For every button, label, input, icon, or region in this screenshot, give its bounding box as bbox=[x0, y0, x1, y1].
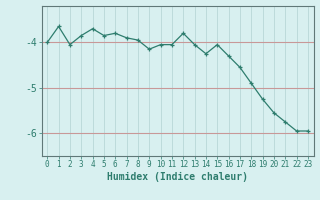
X-axis label: Humidex (Indice chaleur): Humidex (Indice chaleur) bbox=[107, 172, 248, 182]
